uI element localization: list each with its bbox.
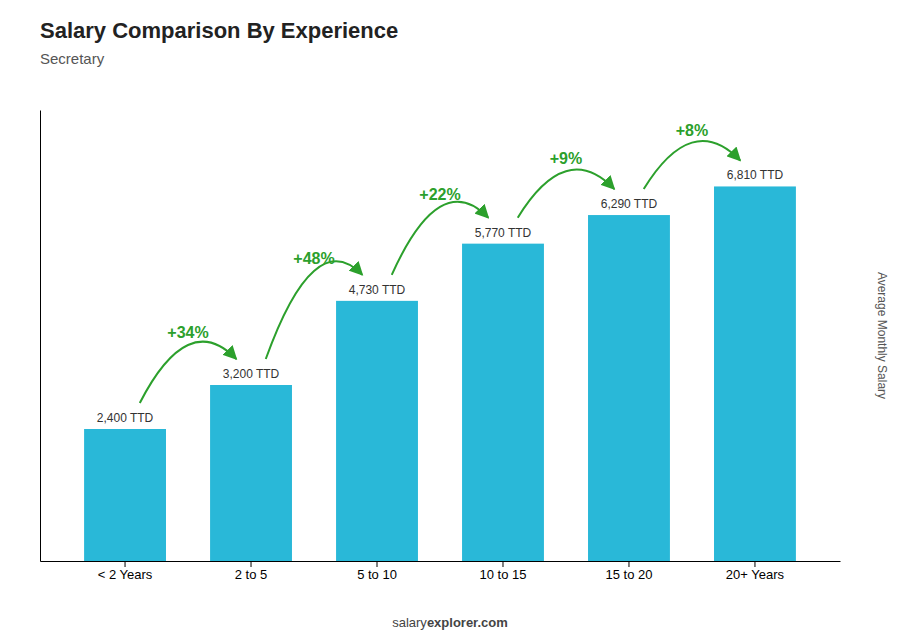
x-tick: 15 to 20 bbox=[605, 561, 652, 582]
annotation-label: +9% bbox=[550, 150, 582, 167]
bar bbox=[462, 244, 544, 561]
data-label: 4,730 TTD bbox=[349, 283, 406, 297]
y-axis bbox=[40, 111, 41, 562]
x-tick-label: < 2 Years bbox=[98, 567, 153, 582]
data-label: 3,200 TTD bbox=[223, 367, 280, 381]
bars bbox=[84, 186, 796, 561]
annotation-arrow bbox=[266, 261, 363, 359]
x-tick-label: 5 to 10 bbox=[357, 567, 397, 582]
chart-svg: Salary Comparison By Experience Secretary… bbox=[0, 0, 900, 641]
footer: salaryexplorer.com bbox=[392, 615, 508, 630]
x-tick-label: 2 to 5 bbox=[235, 567, 268, 582]
data-label: 6,810 TTD bbox=[727, 168, 784, 182]
subtitle: Secretary bbox=[40, 50, 105, 67]
x-tick-label: 20+ Years bbox=[726, 567, 785, 582]
x-tick-mark bbox=[377, 561, 378, 567]
annotation-arrow bbox=[140, 342, 237, 403]
x-tick-mark bbox=[754, 561, 755, 567]
data-label: 2,400 TTD bbox=[97, 411, 154, 425]
x-tick: < 2 Years bbox=[98, 561, 153, 582]
annotation-label: +22% bbox=[419, 186, 460, 203]
y-axis-title: Average Monthly Salary bbox=[875, 272, 889, 399]
title: Salary Comparison By Experience bbox=[40, 18, 398, 43]
x-tick-mark bbox=[251, 561, 252, 567]
bar bbox=[84, 429, 166, 561]
x-tick: 2 to 5 bbox=[235, 561, 268, 582]
x-tick: 10 to 15 bbox=[479, 561, 526, 582]
footer-part: salary bbox=[392, 615, 427, 630]
annotation-arrow bbox=[392, 202, 489, 275]
x-axis-line bbox=[41, 561, 841, 562]
annotation-label: +34% bbox=[167, 324, 208, 341]
annotation-label: +48% bbox=[293, 250, 334, 267]
x-tick: 20+ Years bbox=[726, 561, 785, 582]
y-axis-line bbox=[40, 111, 41, 562]
x-tick-mark bbox=[125, 561, 126, 567]
x-tick-label: 10 to 15 bbox=[479, 567, 526, 582]
data-labels: 2,400 TTD 3,200 TTD 4,730 TTD 5,770 TTD 6,29… bbox=[97, 168, 784, 425]
x-tick-mark bbox=[502, 561, 503, 567]
annotation-label: +8% bbox=[676, 122, 708, 139]
x-axis: < 2 Years 2 to 5 5 to 10 10 to 15 15 to 20 20… bbox=[41, 561, 841, 582]
bar bbox=[336, 301, 418, 561]
data-label: 6,290 TTD bbox=[601, 197, 658, 211]
bar bbox=[714, 186, 796, 561]
x-tick: 5 to 10 bbox=[357, 561, 397, 582]
x-tick-label: 15 to 20 bbox=[605, 567, 652, 582]
annotation-arrow bbox=[644, 141, 741, 189]
bar bbox=[588, 215, 670, 561]
plot: < 2 Years 2 to 5 5 to 10 10 to 15 15 to 20 20… bbox=[41, 111, 841, 583]
data-label: 5,770 TTD bbox=[475, 226, 532, 240]
annotation-arrow bbox=[518, 170, 615, 218]
x-tick-mark bbox=[628, 561, 629, 567]
bar bbox=[210, 385, 292, 561]
annotations: +34% +48% +22% +9% +8% bbox=[140, 122, 740, 403]
footer-part: explorer.com bbox=[427, 615, 508, 630]
